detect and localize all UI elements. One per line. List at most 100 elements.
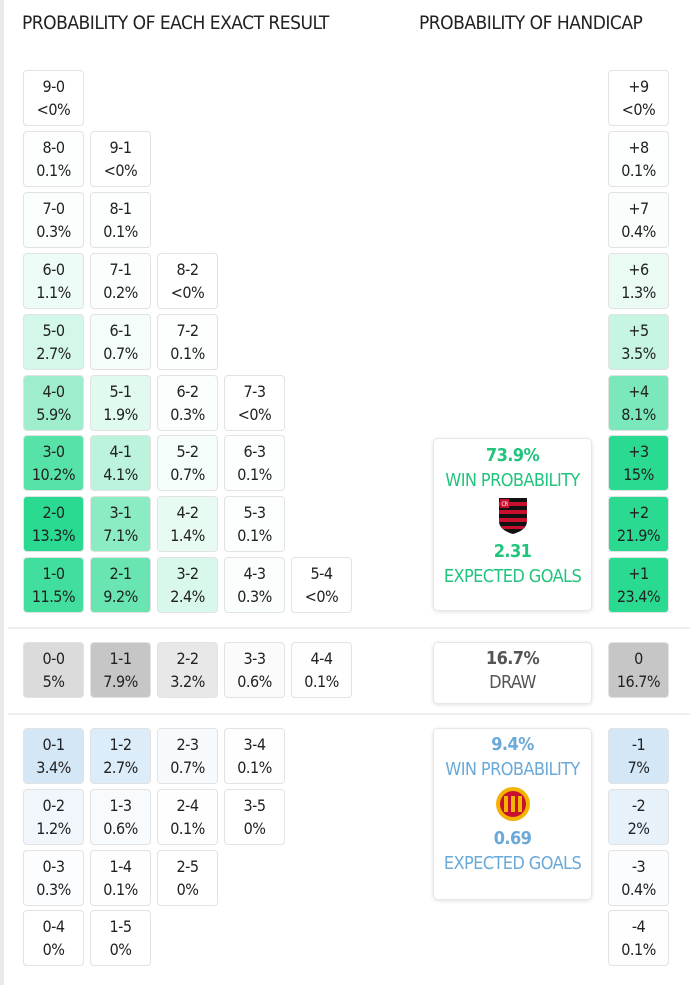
handicap-cell: -4 0.1% (608, 910, 669, 967)
flamengo-crest-icon: CR (498, 498, 527, 534)
cell-probability: 21.9% (616, 526, 661, 546)
cell-label: +5 (628, 320, 649, 340)
score-cell: 3-0 10.2% (23, 435, 84, 492)
cell-label: -1 (631, 735, 646, 754)
score-cell: 1-1 7.9% (90, 642, 151, 698)
score-cell: 7-0 0.3% (23, 191, 84, 248)
score-cell: 1-4 0.1% (90, 849, 151, 906)
cell-probability: 8.1% (621, 404, 656, 424)
cell-probability: 0.4% (621, 879, 656, 899)
cell-probability: 0.3% (170, 404, 205, 424)
cell-label: 2-0 (42, 503, 65, 523)
cell-probability: 0.1% (237, 465, 272, 485)
divider (8, 713, 690, 715)
cell-label: 2-4 (176, 795, 199, 815)
score-cell: 3-2 2.4% (157, 557, 218, 614)
score-cell: 4-0 5.9% (23, 374, 84, 431)
score-cell: 3-5 0% (224, 788, 285, 845)
cell-label: +7 (628, 198, 649, 218)
cell-label: 4-2 (176, 503, 199, 523)
cell-probability: 13.3% (31, 526, 76, 546)
score-cell: 2-1 9.2% (90, 557, 151, 614)
cell-probability: 4.1% (103, 465, 138, 485)
cell-probability: 9.2% (103, 587, 138, 607)
score-cell: 2-5 0% (157, 849, 218, 906)
cell-probability: <0% (304, 587, 339, 607)
cell-probability: 0.1% (237, 526, 272, 546)
cell-probability: 0.1% (170, 818, 205, 838)
cell-label: 0 (634, 649, 643, 668)
score-cell: 1-2 2.7% (90, 728, 151, 784)
scroll-edge (0, 0, 4, 985)
cell-label: 0-4 (42, 917, 65, 937)
cell-label: 2-2 (176, 649, 199, 668)
handicap-cell: 0 16.7% (608, 642, 669, 698)
cell-label: +8 (628, 137, 649, 157)
score-cell: 4-2 1.4% (157, 496, 218, 553)
cell-probability: <0% (170, 282, 205, 302)
cell-label: +2 (628, 503, 649, 523)
cell-label: 5-3 (243, 503, 266, 523)
cell-probability: 3.5% (621, 343, 656, 363)
cell-label: 1-1 (109, 649, 132, 668)
cell-label: 5-1 (109, 381, 132, 401)
score-cell: 3-1 7.1% (90, 496, 151, 553)
handicap-title: PROBABILITY OF HANDICAP (419, 12, 643, 34)
cell-probability: 5% (42, 672, 65, 691)
cell-label: 2-1 (109, 564, 132, 584)
handicap-cell: +4 8.1% (608, 374, 669, 431)
cell-probability: 0% (243, 818, 266, 838)
cell-label: 3-0 (42, 442, 65, 462)
cell-label: 6-0 (42, 259, 65, 279)
home-win-label: WIN PROBABILITY (445, 470, 580, 491)
score-cell: 4-3 0.3% (224, 557, 285, 614)
score-cell: 0-0 5% (23, 642, 84, 698)
score-cell: 9-1 <0% (90, 130, 151, 187)
cell-label: 1-5 (109, 917, 132, 937)
score-cell: 5-4 <0% (291, 557, 352, 614)
handicap-cell: +9 <0% (608, 70, 669, 126)
cell-probability: 7% (627, 758, 650, 777)
cell-probability: 7.9% (103, 672, 138, 691)
cell-label: 1-3 (109, 795, 132, 815)
cell-probability: 0.1% (621, 940, 656, 960)
score-cell: 5-0 2.7% (23, 313, 84, 370)
cell-label: 7-0 (42, 198, 65, 218)
cell-label: 3-5 (243, 795, 266, 815)
score-cell: 2-4 0.1% (157, 788, 218, 845)
svg-text:CR: CR (501, 501, 508, 508)
cell-probability: 0% (176, 879, 199, 899)
cell-label: 7-1 (109, 259, 132, 279)
cell-label: 6-2 (176, 381, 199, 401)
cell-label: 3-1 (109, 503, 132, 523)
score-cell: 7-1 0.2% (90, 252, 151, 309)
cell-label: 9-1 (109, 137, 132, 157)
cell-probability: 1.4% (170, 526, 205, 546)
cell-label: 7-3 (243, 381, 266, 401)
cell-label: 1-2 (109, 735, 132, 754)
cell-label: 8-0 (42, 137, 65, 157)
cell-probability: 0.1% (103, 879, 138, 899)
cell-label: 3-2 (176, 564, 199, 584)
esperance-crest-icon (495, 787, 530, 821)
score-cell: 7-2 0.1% (157, 313, 218, 370)
score-cell: 4-1 4.1% (90, 435, 151, 492)
score-cell: 6-2 0.3% (157, 374, 218, 431)
cell-probability: 0% (42, 940, 65, 960)
handicap-cell: +3 15% (608, 435, 669, 492)
cell-probability: 2.7% (103, 758, 138, 777)
cell-label: 5-4 (310, 564, 333, 584)
cell-probability: 5.9% (36, 404, 71, 424)
score-cell: 1-5 0% (90, 910, 151, 967)
score-cell: 8-0 0.1% (23, 130, 84, 187)
cell-label: 4-3 (243, 564, 266, 584)
cell-probability: 1.1% (36, 282, 71, 302)
cell-label: +1 (628, 564, 649, 584)
handicap-cell: -2 2% (608, 788, 669, 845)
cell-probability: 3.4% (36, 758, 71, 777)
handicap-cell: +1 23.4% (608, 557, 669, 614)
score-cell: 5-3 0.1% (224, 496, 285, 553)
cell-label: 9-0 (42, 77, 65, 96)
handicap-cell: -3 0.4% (608, 849, 669, 906)
score-cell: 9-0 <0% (23, 70, 84, 126)
